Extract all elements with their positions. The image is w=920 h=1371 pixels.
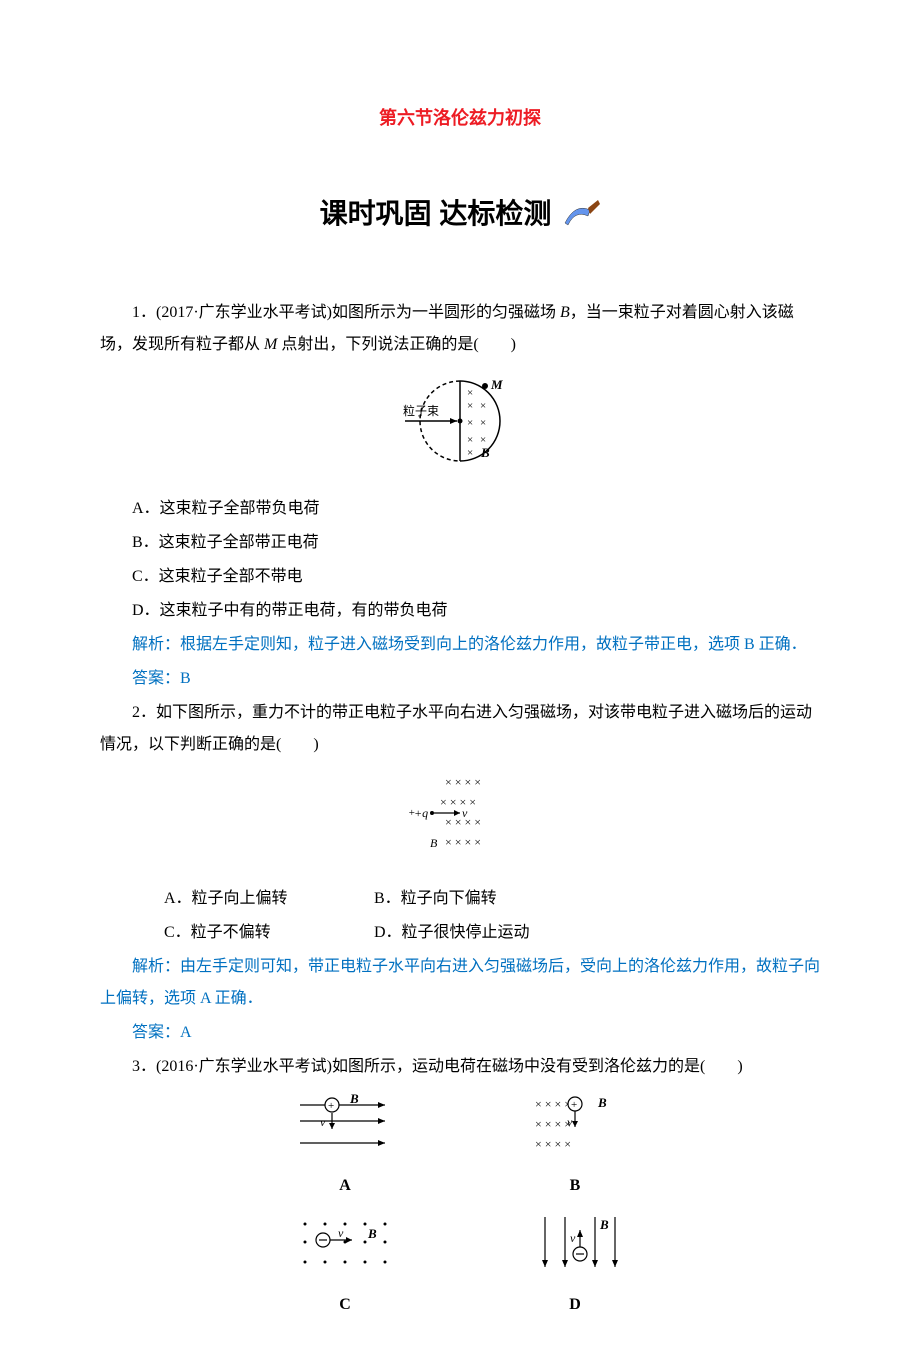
svg-text:粒子束: 粒子束 [403, 403, 439, 418]
q3-figB: × × × × × × × × × × × × + B v B [520, 1093, 630, 1202]
svg-text:B: B [599, 1217, 609, 1232]
q1-optB: B．这束粒子全部带正电荷 [100, 527, 820, 559]
svg-text:× × × ×: × × × × [445, 775, 481, 789]
q1-analysis: 解析：根据左手定则知，粒子进入磁场受到向上的洛伦兹力作用，故粒子带正电，选项 B… [100, 629, 820, 661]
svg-text:v: v [338, 1226, 344, 1240]
svg-text:+q: +q [414, 806, 428, 820]
svg-text:B: B [349, 1093, 359, 1106]
svg-text:+: + [571, 1099, 577, 1111]
q3-figA: + B v A [290, 1093, 400, 1202]
svg-text:B: B [367, 1226, 377, 1241]
q3-figD: B v D [520, 1212, 630, 1321]
svg-text:× × × ×: × × × × [445, 835, 481, 849]
q1-stem: 1．(2017·广东学业水平考试)如图所示为一半圆形的匀强磁场 B，当一束粒子对… [100, 297, 820, 361]
q2-figure: × × × × × × × × × × × × × × × × + +q v B [100, 771, 820, 873]
q2-optCD: C．粒子不偏转D．粒子很快停止运动 [100, 917, 820, 949]
q3-figure: + B v A × × × × × × × × × × × × + B v B [100, 1093, 820, 1321]
svg-text:v: v [320, 1115, 326, 1129]
q3-figC: v B C [290, 1212, 400, 1321]
svg-text:B: B [430, 836, 438, 850]
svg-text:×: × [480, 417, 486, 429]
q3-figA-caption: A [290, 1170, 400, 1202]
q3-stem: 3．(2016·广东学业水平考试)如图所示，运动电荷在磁场中没有受到洛伦兹力的是… [100, 1051, 820, 1083]
brush-icon [560, 191, 600, 247]
svg-text:× × × ×: × × × × [535, 1117, 571, 1131]
q2-answer: 答案：A [100, 1017, 820, 1049]
q3-figB-caption: B [520, 1170, 630, 1202]
q3-figD-caption: D [520, 1289, 630, 1321]
svg-text:× × × ×: × × × × [440, 795, 476, 809]
q1-optC: C．这束粒子全部不带电 [100, 561, 820, 593]
section-banner: 课时巩固 达标检测 [100, 186, 820, 247]
svg-text:×: × [467, 447, 473, 459]
svg-text:× × × ×: × × × × [535, 1097, 571, 1111]
q2-analysis: 解析：由左手定则可知，带正电粒子水平向右进入匀强磁场后，受向上的洛伦兹力作用，故… [100, 951, 820, 1015]
svg-text:×: × [467, 434, 473, 446]
q2-stem: 2．如下图所示，重力不计的带正电粒子水平向右进入匀强磁场，对该带电粒子进入磁场后… [100, 697, 820, 761]
svg-text:M: M [490, 377, 503, 392]
svg-text:×: × [467, 417, 473, 429]
svg-text:v: v [462, 806, 468, 820]
svg-text:× × × ×: × × × × [535, 1137, 571, 1151]
svg-text:×: × [480, 400, 486, 412]
svg-text:×: × [467, 387, 473, 399]
svg-text:×: × [467, 400, 473, 412]
banner-text: 课时巩固 达标检测 [320, 198, 552, 229]
q2-optAB: A．粒子向上偏转B．粒子向下偏转 [100, 883, 820, 915]
q3-figC-caption: C [290, 1289, 400, 1321]
q1-figure: × × × × × × × × M B 粒子束 [100, 371, 820, 483]
q1-optA: A．这束粒子全部带负电荷 [100, 493, 820, 525]
svg-text:v: v [567, 1115, 573, 1129]
chapter-title: 第六节洛伦兹力初探 [100, 100, 820, 136]
q1-optD: D．这束粒子中有的带正电荷，有的带负电荷 [100, 595, 820, 627]
svg-text:B: B [480, 445, 490, 460]
svg-text:+: + [328, 1100, 334, 1112]
svg-text:B: B [597, 1095, 607, 1110]
svg-text:v: v [570, 1231, 576, 1245]
q1-answer: 答案：B [100, 663, 820, 695]
